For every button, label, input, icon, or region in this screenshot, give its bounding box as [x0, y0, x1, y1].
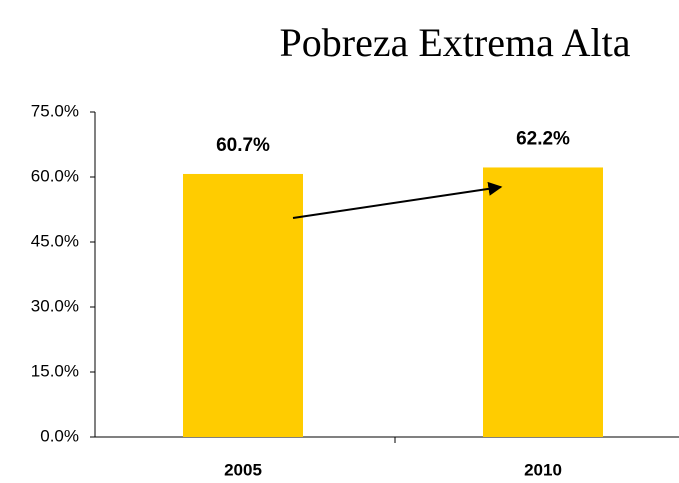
- trend-arrow: [292, 181, 503, 219]
- x-tick-label: 2010: [524, 460, 562, 479]
- chart-title: Pobreza Extrema Alta: [280, 20, 631, 65]
- y-tick-label: 60.0%: [31, 166, 79, 185]
- value-label: 62.2%: [516, 128, 570, 149]
- value-label: 60.7%: [216, 135, 270, 156]
- bar: [483, 167, 603, 437]
- y-tick-label: 45.0%: [31, 231, 79, 250]
- y-tick-label: 0.0%: [40, 426, 79, 445]
- y-tick-label: 75.0%: [31, 101, 79, 120]
- y-tick-label: 15.0%: [31, 361, 79, 380]
- bar: [183, 173, 303, 437]
- x-tick-label: 2005: [224, 460, 262, 479]
- y-tick-label: 30.0%: [31, 296, 79, 315]
